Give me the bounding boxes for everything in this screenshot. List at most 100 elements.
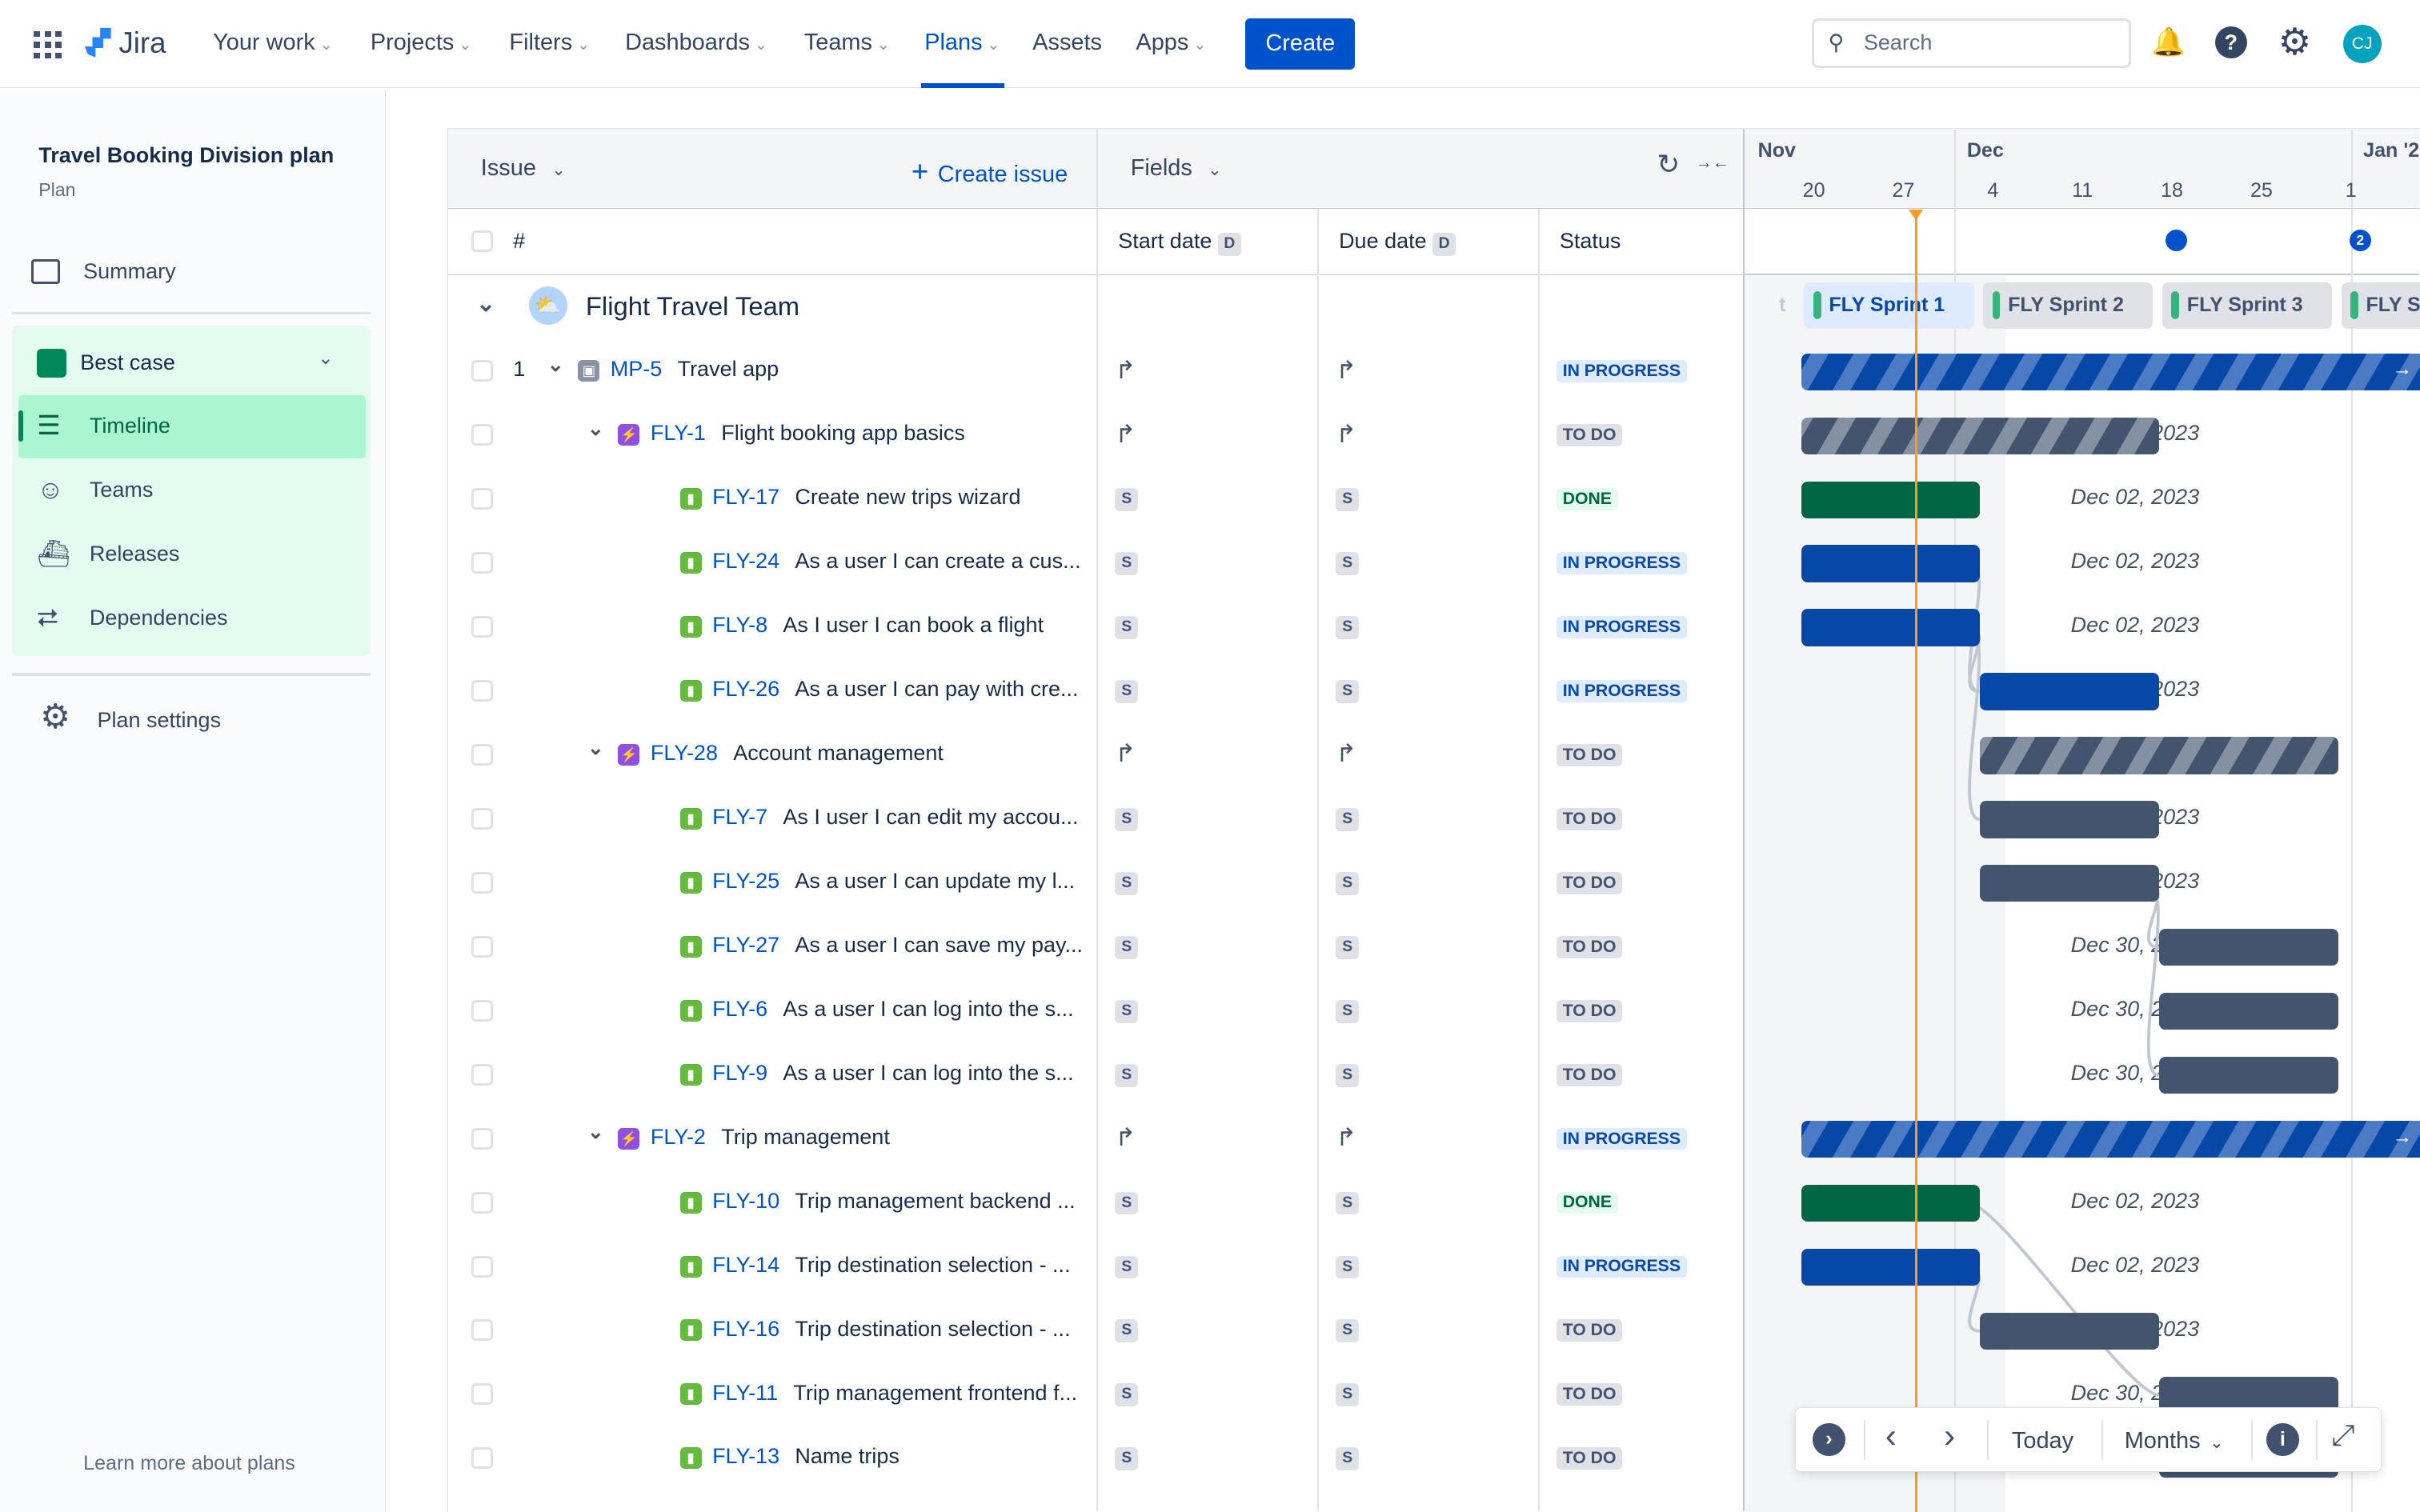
chevron-down-icon[interactable]: ⌄: [547, 353, 564, 376]
learn-more-link[interactable]: Learn more about plans: [83, 1451, 295, 1474]
issue-summary[interactable]: As a user I can log into the s...: [783, 1060, 1074, 1085]
issue-key-link[interactable]: FLY-2: [650, 1124, 706, 1149]
table-row[interactable]: [448, 660, 1745, 724]
status-badge[interactable]: IN PROGRESS: [1556, 1255, 1687, 1278]
dependency-line[interactable]: [1968, 1202, 2160, 1397]
issue-key-link[interactable]: FLY-1: [650, 421, 706, 446]
table-row[interactable]: [448, 1235, 1745, 1299]
issue-key-link[interactable]: FLY-17: [712, 485, 780, 510]
timeline-bar-fly-9[interactable]: [2159, 1056, 2338, 1094]
status-header[interactable]: Status: [1559, 229, 1621, 254]
issue-summary[interactable]: As a user I can log into the s...: [783, 996, 1074, 1021]
issue-key-link[interactable]: FLY-8: [712, 613, 768, 638]
issue-summary[interactable]: Flight booking app basics: [721, 421, 965, 446]
chevron-down-icon[interactable]: ⌄: [587, 737, 604, 760]
chevron-down-icon[interactable]: ⌄: [587, 1120, 604, 1143]
table-row[interactable]: [448, 532, 1745, 596]
table-row[interactable]: [448, 980, 1745, 1044]
sidebar-item-teams[interactable]: ☺ Teams: [37, 474, 346, 508]
status-badge[interactable]: TO DO: [1556, 743, 1623, 766]
refresh-icon[interactable]: ↻: [1657, 150, 1681, 181]
due-date[interactable]: Dec 02, 2023: [2070, 549, 2200, 574]
issue-summary[interactable]: Trip management backend ...: [795, 1188, 1076, 1213]
issue-key-link[interactable]: FLY-27: [712, 932, 780, 957]
zoom-level-select[interactable]: Months ⌄: [2125, 1428, 2224, 1454]
row-checkbox[interactable]: [471, 1383, 494, 1406]
status-badge[interactable]: DONE: [1556, 1191, 1618, 1214]
table-row[interactable]: [448, 788, 1745, 852]
table-row[interactable]: [448, 1044, 1745, 1108]
row-checkbox[interactable]: [471, 1319, 494, 1342]
due-date[interactable]: Dec 02, 2023: [2070, 1252, 2200, 1277]
fields-menu[interactable]: Fields ⌄: [1131, 155, 1222, 182]
table-row[interactable]: [448, 1427, 1745, 1491]
issue-summary[interactable]: As a user I can pay with cre...: [795, 677, 1079, 702]
table-row[interactable]: [448, 1108, 1745, 1172]
table-row[interactable]: [448, 724, 1745, 788]
sprint-chip[interactable]: FLY Sprint 2: [1983, 282, 2154, 329]
row-checkbox[interactable]: [471, 1063, 494, 1086]
row-checkbox[interactable]: [471, 871, 494, 894]
status-badge[interactable]: TO DO: [1556, 1063, 1623, 1086]
status-badge[interactable]: TO DO: [1556, 999, 1623, 1022]
row-checkbox[interactable]: [471, 360, 494, 382]
collapse-columns-icon[interactable]: →←: [1695, 153, 1729, 172]
expand-panel-icon[interactable]: ›: [1813, 1423, 1845, 1456]
timeline-bar-mp-5[interactable]: →: [1801, 353, 2420, 390]
sprint-chip[interactable]: t: [1745, 282, 1795, 329]
row-checkbox[interactable]: [471, 424, 494, 446]
table-row[interactable]: [448, 596, 1745, 660]
issue-key-link[interactable]: FLY-10: [712, 1188, 780, 1213]
status-badge[interactable]: DONE: [1556, 488, 1618, 511]
row-checkbox[interactable]: [471, 552, 494, 574]
sidebar-item-releases[interactable]: ⛴ Releases: [37, 538, 346, 572]
issue-summary[interactable]: Trip destination selection - ...: [795, 1316, 1071, 1341]
status-badge[interactable]: IN PROGRESS: [1556, 360, 1687, 383]
issue-key-link[interactable]: FLY-16: [712, 1316, 780, 1341]
avatar[interactable]: CJ: [2342, 24, 2382, 64]
status-badge[interactable]: TO DO: [1556, 935, 1623, 958]
timeline-bar-fly-14[interactable]: [1801, 1248, 1981, 1286]
issue-key-link[interactable]: FLY-11: [712, 1380, 779, 1405]
table-row[interactable]: [448, 404, 1745, 468]
sidebar-item-summary[interactable]: Summary: [28, 256, 367, 296]
issue-key-link[interactable]: FLY-9: [712, 1060, 768, 1085]
issue-summary[interactable]: Trip management: [721, 1124, 890, 1149]
release-marker[interactable]: [2166, 230, 2188, 252]
table-row[interactable]: [448, 852, 1745, 916]
issue-key-link[interactable]: FLY-6: [712, 996, 768, 1021]
scroll-left-button[interactable]: ‹: [1885, 1417, 1897, 1455]
timeline-bar-fly-16[interactable]: [1980, 1312, 2160, 1350]
search-input[interactable]: ⚲ Search: [1812, 18, 2132, 68]
timeline-bar-fly-2[interactable]: →: [1801, 1120, 2420, 1158]
issue-key-link[interactable]: FLY-24: [712, 549, 780, 574]
chevron-down-icon[interactable]: ⌄: [587, 417, 604, 440]
row-checkbox[interactable]: [471, 999, 494, 1022]
due-date[interactable]: Dec 02, 2023: [2070, 613, 2200, 638]
settings-icon[interactable]: ⚙: [2278, 21, 2312, 63]
help-icon[interactable]: ?: [2214, 26, 2247, 59]
table-row[interactable]: [448, 1363, 1745, 1427]
start-date-header[interactable]: Start date D: [1118, 229, 1241, 257]
row-checkbox[interactable]: [471, 743, 494, 766]
issue-key-link[interactable]: MP-5: [610, 357, 663, 382]
table-row[interactable]: [448, 468, 1745, 532]
issue-summary[interactable]: As a user I can save my pay...: [795, 932, 1084, 957]
timeline-bar-fly-10[interactable]: [1801, 1184, 1981, 1222]
row-checkbox[interactable]: [471, 1255, 494, 1278]
select-all-checkbox[interactable]: [471, 230, 494, 253]
issue-summary[interactable]: Account management: [733, 741, 944, 766]
sidebar-item-timeline-highlight[interactable]: [18, 394, 367, 458]
status-badge[interactable]: IN PROGRESS: [1556, 552, 1687, 574]
fullscreen-icon[interactable]: ⤢: [2331, 1418, 2355, 1452]
sidebar-item-plan-settings[interactable]: ⚙ Plan settings: [40, 698, 349, 740]
issue-summary[interactable]: Trip management frontend f...: [793, 1380, 1078, 1405]
row-checkbox[interactable]: [471, 616, 494, 638]
status-badge[interactable]: TO DO: [1556, 1447, 1623, 1470]
issue-summary[interactable]: As a user I can create a cus...: [795, 549, 1081, 574]
release-marker-count[interactable]: 2: [2349, 230, 2371, 252]
issue-summary[interactable]: Trip destination selection - ...: [795, 1252, 1071, 1277]
row-checkbox[interactable]: [471, 488, 494, 510]
row-checkbox[interactable]: [471, 935, 494, 958]
table-row[interactable]: [448, 1171, 1745, 1235]
